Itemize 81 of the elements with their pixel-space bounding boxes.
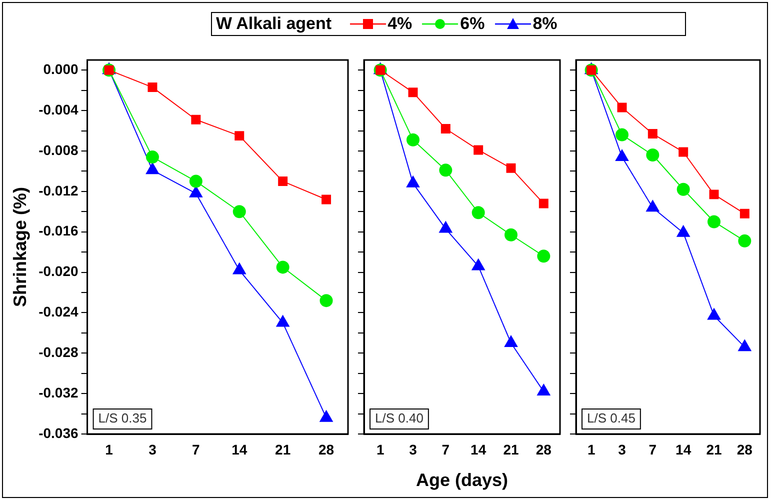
- point: [646, 200, 660, 212]
- point: [504, 228, 518, 242]
- point: [278, 176, 288, 186]
- point: [276, 315, 290, 327]
- point: [678, 147, 688, 157]
- point: [708, 215, 720, 228]
- point: [504, 336, 518, 348]
- point: [537, 384, 550, 396]
- x-tick-label: 1: [587, 441, 596, 458]
- x-tick-label: 14: [470, 441, 486, 458]
- legend-label: 4%: [388, 14, 412, 34]
- point: [648, 129, 658, 139]
- legend-title: W Alkali agent: [216, 14, 332, 34]
- point: [276, 260, 290, 274]
- point: [408, 88, 418, 98]
- point: [538, 198, 548, 208]
- x-tick-label: 1: [105, 441, 114, 458]
- x-axis-title: Age (days): [416, 470, 508, 490]
- point: [472, 258, 485, 270]
- point: [439, 164, 452, 177]
- point: [615, 150, 629, 162]
- x-tick-label: 3: [618, 441, 626, 458]
- point: [148, 82, 158, 92]
- annotation: L/S 0.45: [587, 410, 636, 426]
- point: [320, 294, 333, 308]
- y-tick-label: -0.012: [38, 182, 79, 198]
- point: [617, 102, 627, 112]
- x-tick-label: 1: [376, 441, 384, 458]
- y-tick-label: -0.036: [38, 424, 79, 441]
- point: [472, 206, 485, 220]
- x-tick-label: 28: [536, 441, 552, 458]
- point: [406, 133, 420, 146]
- point: [709, 190, 719, 200]
- y-tick-label: -0.008: [38, 142, 79, 158]
- legend-label: 8%: [532, 14, 558, 34]
- x-tick-label: 28: [736, 441, 753, 458]
- point: [440, 124, 450, 134]
- point: [676, 182, 690, 196]
- x-tick-label: 14: [232, 441, 248, 458]
- y-tick-label: -0.028: [38, 344, 79, 360]
- point: [506, 163, 516, 173]
- y-tick-label: -0.016: [38, 222, 79, 239]
- point: [537, 250, 550, 263]
- x-tick-label: 7: [648, 441, 657, 458]
- y-tick-label: 0.000: [43, 60, 78, 77]
- x-tick-label: 7: [192, 441, 200, 458]
- point: [234, 131, 244, 141]
- x-tick-label: 3: [409, 441, 418, 458]
- x-tick-label: 3: [148, 441, 157, 458]
- y-tick-label: -0.004: [38, 101, 79, 118]
- point: [646, 148, 660, 162]
- point: [232, 205, 246, 218]
- point: [406, 176, 420, 188]
- point: [320, 410, 333, 422]
- point: [474, 145, 484, 155]
- x-tick-label: 21: [275, 441, 291, 458]
- annotation: L/S 0.40: [375, 410, 424, 426]
- point: [232, 262, 246, 274]
- point: [439, 221, 452, 233]
- y-tick-label: -0.024: [38, 304, 79, 320]
- point: [322, 194, 332, 204]
- point: [740, 208, 750, 218]
- point: [738, 234, 752, 248]
- point: [146, 162, 160, 174]
- x-tick-label: 14: [676, 441, 692, 458]
- point: [191, 114, 201, 124]
- point: [189, 174, 202, 188]
- point: [146, 150, 159, 164]
- y-tick-label: -0.032: [38, 384, 79, 400]
- point: [676, 225, 690, 237]
- x-tick-label: 21: [503, 441, 519, 458]
- y-axis-title: Shrinkage (%): [10, 186, 30, 308]
- y-tick-label: -0.020: [38, 263, 79, 280]
- x-tick-label: 21: [706, 441, 722, 458]
- x-tick-label: 7: [442, 441, 450, 458]
- point: [616, 128, 628, 142]
- annotation: L/S 0.35: [98, 410, 147, 426]
- point: [707, 308, 721, 320]
- x-tick-label: 28: [318, 441, 334, 458]
- legend-label: 6%: [460, 14, 485, 34]
- point: [738, 340, 752, 352]
